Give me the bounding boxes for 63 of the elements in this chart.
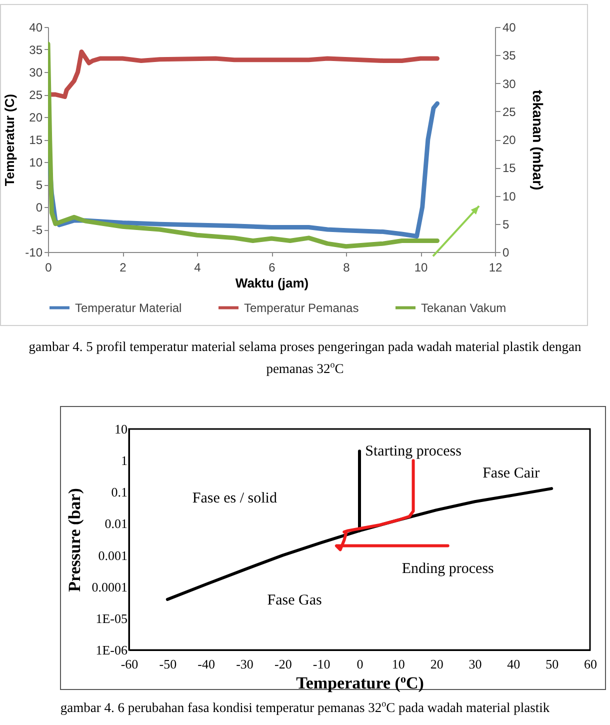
x-tick-label: -60 [120,656,138,672]
y-tick-label: 0.01 [104,516,128,532]
y-tick-label: 1E-06 [96,642,128,658]
y-tick-label: 1 [121,453,128,468]
x-tick-label: 0 [45,260,52,274]
x-tick-label: 50 [546,656,559,672]
x-tick-label: -40 [198,656,216,672]
x-tick-label: 20 [430,656,444,672]
y2-tick-label: 30 [502,76,516,91]
legend-label: Temperatur Pemanas [244,300,359,315]
y-tick-label: -5 [32,223,43,237]
y-tick-label: 0 [36,200,43,214]
y-tick-label: 15 [29,133,43,147]
y-tick-label: 0.0001 [92,579,128,594]
y-tick-label: 40 [29,20,43,34]
annotation: Fase Gas [267,592,322,608]
y2-axis-title: tekanan (mbar) [530,90,546,190]
y-tick-label: 20 [29,110,43,124]
x-axis-title: Temperature ($^{o}$C) [296,674,424,692]
x-tick-label: 8 [343,260,350,274]
annotation: Starting process [365,444,462,460]
y-axis-title: Temperatur (C) [2,94,18,186]
x-tick-label: -30 [236,656,254,672]
y-tick-label: 10 [29,156,43,170]
x-tick-label: 4 [194,260,202,274]
y-tick-label: 0.001 [98,548,128,563]
x-tick-label: 12 [488,260,502,274]
legend-label: Tekanan Vakum [421,300,506,315]
y-tick-label: 1E-05 [96,610,128,626]
y-tick-label: 10 [114,422,128,436]
annotation: Fase es / solid [192,490,278,507]
annotation: Ending process [402,560,494,577]
y2-tick-label: 20 [502,133,516,147]
y2-tick-label: 15 [502,161,516,176]
x-tick-label: 30 [468,656,482,672]
y2-tick-label: 40 [502,20,516,34]
y-tick-label: 25 [29,88,43,102]
x-tick-label: 40 [507,656,520,672]
x-tick-label: 10 [414,260,428,274]
x-tick-label: -50 [159,656,177,672]
x-axis-title: Waktu (jam) [235,276,309,290]
annotation: Fase Cair [482,465,540,482]
y2-tick-label: 35 [502,48,516,63]
y2-tick-label: 10 [502,189,516,204]
x-tick-label: 60 [584,656,597,672]
y2-tick-label: 25 [502,104,516,119]
x-tick-label: -10 [312,656,330,672]
y2-tick-label: 0 [502,246,510,260]
x-tick-label: 6 [268,260,276,274]
y-axis-title: Pressure (bar) [64,488,84,592]
text: gambar 4. 5 profil temperatur material selama proses pengeringan pada wadah material plastik dengan pemanas 32$^{o}$C [28,338,582,378]
y-tick-label: 5 [36,178,43,192]
y-tick-label: 30 [29,66,43,80]
y-tick-label: 0.1 [111,484,128,500]
y-tick-label: -10 [25,246,43,260]
legend-label: Temperatur Material [75,300,182,315]
x-tick-label: 10 [392,656,405,672]
x-tick-label: 0 [356,656,364,672]
text: gambar 4. 6 perubahan fasa kondisi temperatur pemanas 32$^{o}$C pada wadah material plastik [59,698,551,717]
y2-tick-label: 5 [502,217,510,232]
x-tick-label: -20 [274,656,292,672]
y-tick-label: 35 [29,43,43,57]
x-tick-label: 2 [120,260,127,274]
